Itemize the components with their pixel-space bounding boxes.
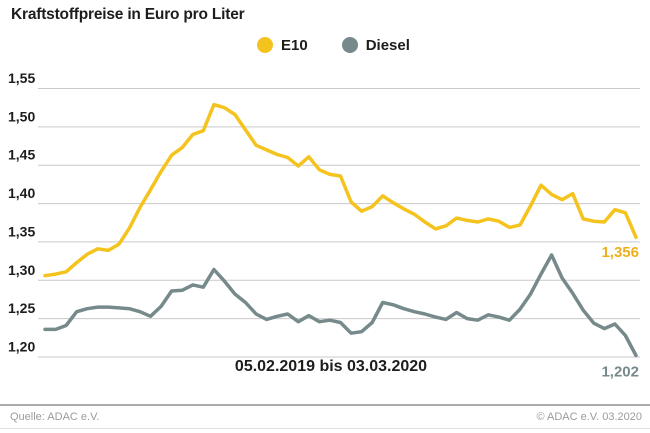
x-axis-range-label: 05.02.2019 bis 03.03.2020: [234, 358, 428, 375]
y-axis-tick-label: 1,40: [8, 185, 35, 201]
e10-legend-label: E10: [281, 36, 308, 54]
footer-separator: [0, 404, 650, 406]
diesel-end-value-label: 1,202: [601, 364, 639, 381]
e10-end-value-label: 1,356: [601, 244, 639, 261]
diesel-line: [43, 253, 638, 358]
y-axis-tick-label: 1,55: [8, 70, 35, 86]
legend: E10 Diesel: [257, 36, 410, 54]
bottom-rule: [0, 428, 650, 429]
source-note: Quelle: ADAC e.V.: [10, 411, 100, 423]
y-axis-tick-label: 1,35: [8, 223, 35, 239]
legend-item-e10: E10: [257, 37, 308, 54]
y-axis-tick-label: 1,20: [8, 339, 35, 355]
y-axis-tick-label: 1,50: [8, 108, 35, 124]
e10-dot-icon: [257, 37, 273, 53]
diesel-legend-label: Diesel: [365, 36, 410, 54]
copyright-note: © ADAC e.V. 03.2020: [536, 411, 642, 423]
y-axis-tick-label: 1,30: [8, 262, 35, 278]
legend-item-diesel: Diesel: [341, 36, 410, 54]
chart-title: Kraftstoffpreise in Euro pro Liter: [11, 6, 245, 23]
y-axis-tick-label: 1,25: [8, 300, 35, 316]
e10-line: [43, 102, 638, 278]
y-axis-tick-label: 1,45: [8, 147, 35, 163]
diesel-dot-icon: [341, 37, 358, 53]
